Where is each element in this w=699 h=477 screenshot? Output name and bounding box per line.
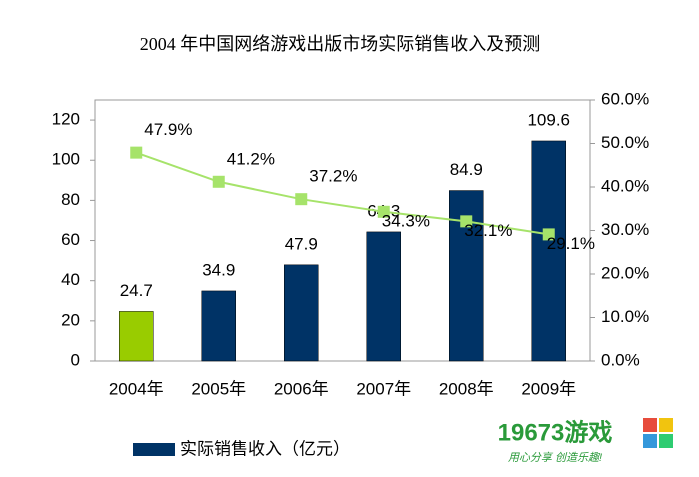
chart-title: 2004 年中国网络游戏出版市场实际销售收入及预测: [140, 34, 541, 54]
line-marker: [212, 175, 225, 188]
line-value-label: 37.2%: [309, 167, 357, 186]
bar: [366, 231, 401, 362]
logo-cube: [659, 434, 673, 448]
line-marker: [460, 215, 473, 228]
legend-swatch: [133, 443, 175, 456]
y-tick-label: 120: [52, 110, 80, 129]
legend-label: 实际销售收入（亿元）: [180, 439, 350, 458]
x-tick-label: 2005年: [191, 379, 246, 398]
logo-cube: [659, 418, 673, 432]
watermark: 19673游戏 用心分享 创造乐趣!: [498, 418, 673, 464]
logo-cube: [643, 418, 657, 432]
y-tick-label: 0: [71, 350, 80, 369]
line-marker: [295, 193, 308, 206]
watermark-brand: 19673游戏: [498, 418, 613, 446]
line: [135, 151, 549, 236]
x-tick-label: 2006年: [274, 379, 329, 398]
y2-tick-label: 50.0%: [601, 133, 649, 152]
logo-cube: [643, 434, 657, 448]
bar-value-label: 84.9: [450, 160, 483, 179]
bar-value-label: 24.7: [120, 281, 153, 300]
y2-tick-label: 60.0%: [601, 89, 649, 108]
line-marker: [130, 146, 143, 159]
y-tick-label: 80: [61, 190, 80, 209]
x-tick-label: 2009年: [521, 379, 576, 398]
bar-value-label: 34.9: [202, 260, 235, 279]
y-tick-label: 20: [61, 310, 80, 329]
line-marker: [377, 205, 390, 218]
bar: [284, 264, 319, 362]
y2-tick-label: 40.0%: [601, 176, 649, 195]
y-tick-label: 40: [61, 270, 80, 289]
y-tick-label: 100: [52, 150, 80, 169]
y2-tick-label: 30.0%: [601, 220, 649, 239]
plot-area: [94, 99, 591, 362]
y2-tick-label: 0.0%: [601, 350, 640, 369]
bar: [531, 140, 566, 362]
line-value-label: 34.3%: [382, 211, 430, 230]
y-tick-label: 60: [61, 230, 80, 249]
bar-value-label: 109.6: [527, 110, 570, 129]
y2-tick-label: 20.0%: [601, 263, 649, 282]
line-value-label: 41.2%: [227, 149, 275, 168]
bar-value-label: 47.9: [285, 234, 318, 253]
x-tick-label: 2007年: [356, 379, 411, 398]
line-value-label: 29.1%: [547, 234, 595, 253]
watermark-slogan: 用心分享 创造乐趣!: [508, 451, 602, 464]
line-value-label: 47.9%: [144, 120, 192, 139]
bar: [119, 311, 154, 362]
x-tick-label: 2004年: [109, 379, 164, 398]
line-marker: [542, 228, 555, 241]
bar: [201, 290, 236, 362]
x-tick-label: 2008年: [439, 379, 494, 398]
line-value-label: 32.1%: [464, 221, 512, 240]
y2-tick-label: 10.0%: [601, 307, 649, 326]
